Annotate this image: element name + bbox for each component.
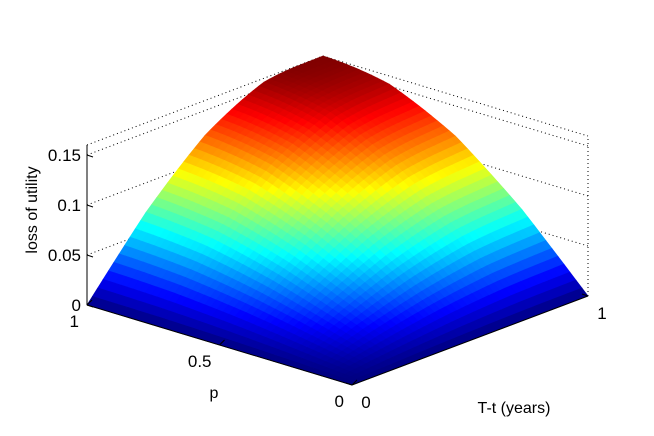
t-tick-mark [345,382,353,386]
z-tick-label: 0.1 [57,196,81,215]
z-tick-mark [86,154,94,158]
surface [86,55,589,386]
t-tick-label: 1 [597,304,606,323]
z-tick-mark [86,204,94,208]
t-tick-label: 0 [361,393,370,412]
axes [86,145,589,386]
t-tick-mark [581,293,589,297]
p-tick-mark [86,299,93,306]
z-tick-label: 0.15 [48,146,81,165]
t-axis-line [351,295,589,386]
p-tick-label: 0 [335,392,344,411]
z-tick-label: 0.05 [48,246,81,265]
z-tick-mark [86,254,94,258]
t-axis-label: T-t (years) [478,400,551,417]
p-axis-label: p [210,385,219,402]
z-axis-label: loss of utility [24,166,41,253]
p-tick-mark [219,339,225,346]
p-tick-label: 1 [70,312,79,331]
z-tick-label: 0 [72,296,81,315]
p-tick-label: 0.5 [188,352,212,371]
